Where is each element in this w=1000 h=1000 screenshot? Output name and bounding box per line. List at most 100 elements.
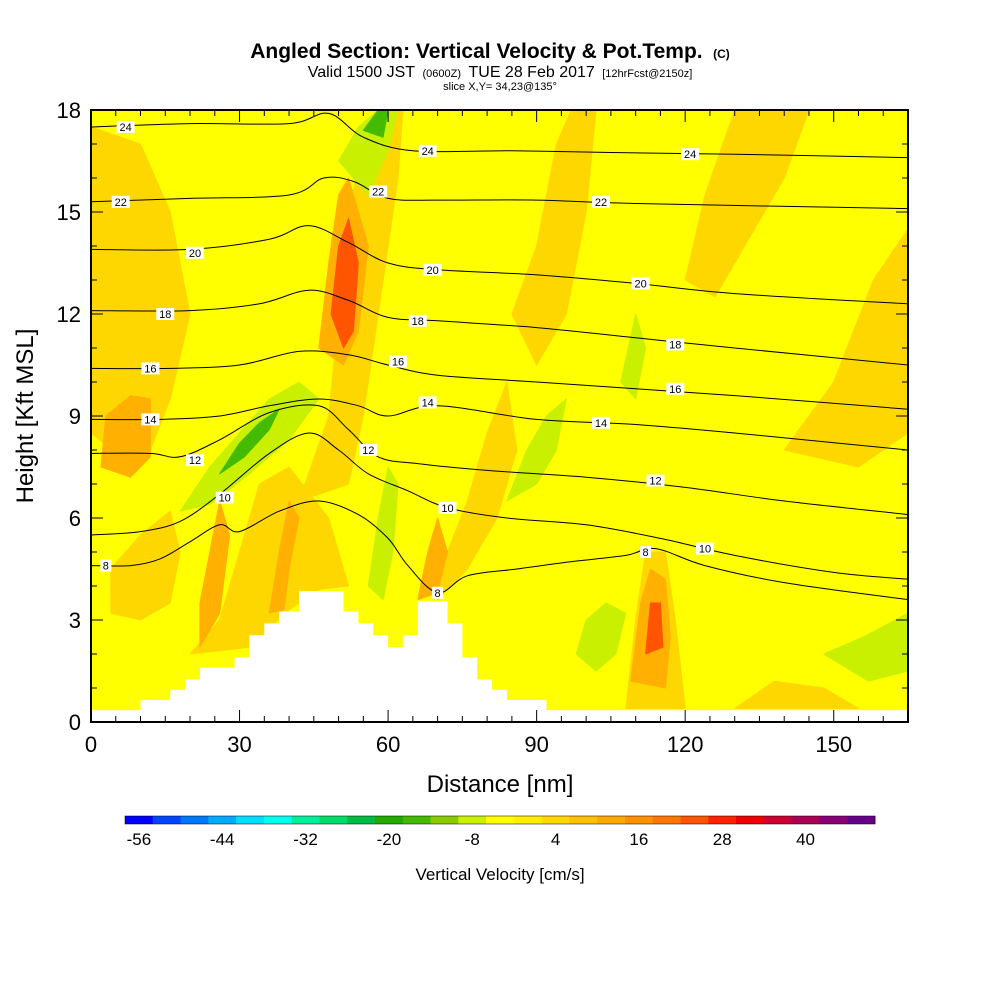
contour-label-18: 18	[159, 309, 171, 321]
velocity-region-16	[100, 395, 151, 478]
contour-label-12: 12	[649, 476, 661, 488]
contour-label-box	[666, 338, 685, 351]
colorbar-swatch	[847, 816, 876, 824]
colorbar-swatch	[569, 816, 598, 824]
chart-subtitle: Valid 1500 JST (0600Z) TUE 28 Feb 2017 […	[308, 64, 693, 81]
velocity-region--20	[362, 110, 389, 138]
contour-label-box	[418, 396, 437, 409]
y-tick-label: 15	[57, 200, 81, 225]
velocity-field	[91, 110, 908, 709]
contour-label-8: 8	[103, 561, 109, 573]
contour-label-10: 10	[699, 544, 711, 556]
y-tick-label: 0	[69, 710, 81, 735]
theta-contour-20	[91, 225, 908, 305]
velocity-region-4	[734, 680, 859, 709]
plot-area: 24 24 24 22 22 22 20 20 20 18 18 18 16 16 16 14 14 14 12 12…	[90, 109, 909, 723]
contour-label-box	[408, 314, 427, 327]
contour-label-box	[100, 559, 112, 572]
colorbar-label: 40	[796, 830, 815, 849]
contour-label-22: 22	[595, 197, 607, 209]
contour-label-18: 18	[412, 316, 424, 328]
x-tick-label: 150	[815, 732, 852, 757]
colorbar-swatch	[236, 816, 265, 824]
colorbar-swatch	[208, 816, 237, 824]
x-tick-label: 30	[227, 732, 251, 757]
velocity-region-4	[511, 110, 597, 366]
colorbar-swatch	[347, 816, 376, 824]
contour-label-10: 10	[441, 503, 453, 515]
colorbar-swatch	[291, 816, 320, 824]
contour-label-20: 20	[189, 248, 201, 260]
colorbar-swatch	[402, 816, 431, 824]
contour-label-24: 24	[120, 122, 132, 134]
contour-label-8: 8	[435, 588, 441, 600]
contour-label-24: 24	[684, 149, 696, 161]
colorbar-swatch	[708, 816, 737, 824]
x-tick-label: 60	[376, 732, 400, 757]
contour-label-box	[666, 382, 685, 395]
x-tick-label: 120	[667, 732, 704, 757]
x-tick-label: 0	[85, 732, 97, 757]
x-axis: 0 30 60 90 120 150	[85, 110, 884, 757]
y-tick-label: 3	[69, 608, 81, 633]
colorbar-label: 4	[551, 830, 560, 849]
velocity-region--8	[575, 602, 627, 672]
contour-label-box	[388, 355, 407, 368]
theta-contour-8	[91, 500, 908, 601]
colorbar-swatch	[791, 816, 820, 824]
colorbar-label: -8	[465, 830, 480, 849]
theta-contour-24	[91, 112, 908, 159]
colorbar-swatch	[375, 816, 404, 824]
velocity-region-28	[645, 602, 664, 655]
contour-label-box	[695, 542, 714, 555]
theta-contour-18	[91, 289, 908, 366]
colorbar-title: Vertical Velocity [cm/s]	[415, 865, 584, 884]
contour-label-box	[185, 454, 204, 467]
colorbar-swatch	[458, 816, 487, 824]
theta-contour-16	[91, 350, 908, 410]
colorbar-label: 16	[629, 830, 648, 849]
y-axis: 0 3 6 9 12 15 18	[57, 98, 908, 735]
colorbar-label: -44	[210, 830, 235, 849]
colorbar: -56 -44 -32 -20 -8 4 16 28 40	[124, 815, 876, 849]
contour-label-box	[423, 263, 442, 276]
velocity-region-28	[330, 218, 359, 349]
velocity-region--8	[506, 398, 567, 502]
colorbar-swatch	[125, 816, 154, 824]
contour-label-16: 16	[669, 384, 681, 396]
contour-label-box	[185, 246, 204, 259]
contour-label-box	[646, 474, 665, 487]
contour-label-box	[418, 144, 437, 157]
x-tick-label: 90	[524, 732, 548, 757]
colorbar-swatch	[652, 816, 681, 824]
contour-label-8: 8	[643, 547, 649, 559]
contour-label-box	[141, 413, 160, 426]
colorbar-swatch	[263, 816, 293, 824]
theta-contour-22	[91, 176, 908, 210]
contour-label-box	[359, 444, 378, 456]
contour-label-14: 14	[422, 397, 434, 409]
velocity-region-16	[268, 500, 300, 614]
colorbar-swatch	[680, 816, 709, 824]
colorbar-swatch	[513, 816, 543, 824]
contour-labels: 24 24 24 22 22 22 20 20 20 18 18 18 16 16 16 14 14 14 12 12…	[100, 121, 714, 600]
velocity-region--8	[620, 313, 647, 400]
contour-label-20: 20	[427, 265, 439, 277]
theta-contour-14	[91, 398, 908, 451]
contour-label-box	[438, 501, 457, 514]
colorbar-swatch	[597, 816, 626, 824]
colorbar-swatch	[763, 816, 793, 824]
colorbar-swatch	[625, 816, 654, 824]
colorbar-label: -20	[377, 830, 402, 849]
y-tick-label: 6	[69, 506, 81, 531]
colorbar-swatch	[819, 816, 848, 824]
contour-label-16: 16	[392, 357, 404, 369]
colorbar-label: -32	[293, 830, 318, 849]
contour-label-box	[681, 148, 700, 161]
velocity-region-4	[189, 466, 349, 655]
colorbar-frame	[124, 815, 876, 825]
potential-temperature-contours	[91, 112, 908, 601]
colorbar-swatch	[541, 816, 570, 824]
colorbar-swatch	[486, 816, 515, 824]
